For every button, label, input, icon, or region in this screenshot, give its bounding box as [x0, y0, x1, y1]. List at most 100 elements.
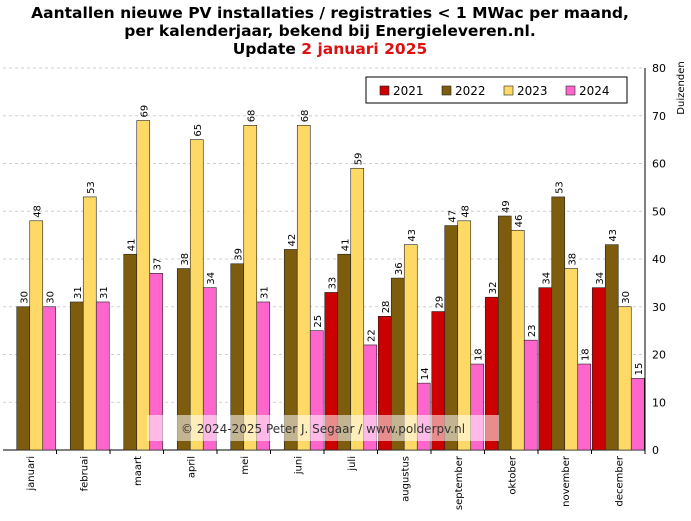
bar-2023 — [82, 196, 97, 451]
data-label: 48 — [460, 205, 471, 218]
bar-2024 — [202, 287, 217, 451]
data-label: 22 — [366, 329, 377, 342]
legend-label-2024: 2024 — [579, 84, 610, 98]
legend-label-2021: 2021 — [393, 84, 424, 98]
data-label: 30 — [621, 291, 632, 304]
data-label: 41 — [126, 238, 137, 251]
data-label: 41 — [340, 238, 351, 251]
y-tick-label: 50 — [652, 205, 666, 218]
bar-2024 — [630, 378, 645, 451]
data-label: 43 — [608, 229, 619, 242]
data-label: 68 — [246, 110, 257, 123]
bar-2023 — [136, 120, 151, 451]
x-tick-label: augustus — [400, 456, 411, 502]
bar-2022 — [551, 196, 566, 451]
data-label: 36 — [394, 262, 405, 275]
y-tick-label: 30 — [652, 301, 666, 314]
y-tick-label: 80 — [652, 62, 666, 75]
y-axis-label: Duizenden — [676, 61, 687, 114]
x-tick-label: juni — [293, 456, 304, 475]
data-label: 39 — [233, 248, 244, 261]
bar-2022 — [16, 306, 31, 451]
legend-swatch-2021 — [379, 85, 390, 96]
x-tick-label: mei — [240, 456, 251, 475]
chart-title-line-3: Update 2 januari 2025 — [0, 40, 660, 59]
x-tick-label: maart — [133, 456, 144, 486]
data-label: 34 — [206, 272, 217, 285]
legend-box — [365, 76, 628, 104]
data-label: 31 — [99, 286, 110, 299]
data-label: 29 — [434, 296, 445, 309]
y-tick-label: 0 — [652, 444, 659, 457]
bar-2023 — [457, 220, 472, 451]
bar-2023 — [243, 125, 258, 451]
x-tick-label: december — [614, 455, 625, 506]
data-label: 28 — [381, 301, 392, 314]
bar-2022 — [497, 215, 512, 451]
x-tick-label: september — [454, 455, 465, 510]
bar-2023 — [617, 306, 632, 451]
data-label: 42 — [287, 234, 298, 247]
y-tick-label: 70 — [652, 110, 666, 123]
bar-2024 — [42, 306, 57, 451]
data-label: 43 — [407, 229, 418, 242]
data-label: 34 — [541, 272, 552, 285]
legend-label-2023: 2023 — [517, 84, 548, 98]
update-date: 2 januari 2025 — [301, 40, 428, 58]
chart-title-line-2: per kalenderjaar, bekend bij Energieleve… — [124, 22, 536, 40]
data-label: 32 — [488, 281, 499, 294]
bar-2024 — [256, 301, 271, 451]
bar-2021 — [591, 287, 606, 451]
data-label: 68 — [300, 110, 311, 123]
bar-2023 — [403, 244, 418, 451]
data-label: 37 — [152, 258, 163, 271]
legend-swatch-2023 — [503, 85, 514, 96]
bar-2023 — [510, 230, 525, 451]
bar-2024 — [149, 273, 164, 451]
bar-2023 — [296, 125, 311, 451]
bar-2022 — [604, 244, 619, 451]
y-tick-label: 40 — [652, 253, 666, 266]
data-label: 65 — [193, 124, 204, 137]
data-label: 46 — [514, 215, 525, 228]
bar-2023 — [29, 220, 44, 451]
bar-2024 — [577, 363, 592, 451]
data-label: 18 — [473, 348, 484, 361]
data-label: 33 — [327, 277, 338, 290]
legend-swatch-2022 — [441, 85, 452, 96]
data-label: 49 — [501, 200, 512, 213]
bar-2021 — [538, 287, 553, 451]
data-label: 31 — [259, 286, 270, 299]
data-label: 53 — [86, 181, 97, 194]
bar-2023 — [189, 139, 204, 451]
x-tick-label: juli — [347, 456, 358, 472]
x-tick-label: november — [561, 455, 572, 507]
bar-2024 — [523, 339, 538, 451]
data-label: 47 — [447, 210, 458, 223]
data-label: 38 — [180, 253, 191, 266]
y-tick-label: 20 — [652, 349, 666, 362]
x-tick-label: februai — [79, 456, 90, 491]
watermark-text: © 2024-2025 Peter J. Segaar / www.polder… — [181, 422, 465, 436]
bar-2023 — [350, 167, 365, 451]
legend-label-2022: 2022 — [455, 84, 486, 98]
data-label: 14 — [420, 367, 431, 380]
data-label: 31 — [73, 286, 84, 299]
bar-2022 — [123, 253, 138, 451]
data-label: 18 — [580, 348, 591, 361]
data-label: 59 — [353, 153, 364, 166]
data-label: 34 — [595, 272, 606, 285]
data-label: 15 — [634, 363, 645, 376]
watermark-background — [147, 415, 499, 441]
data-label: 69 — [139, 105, 150, 118]
data-label: 25 — [313, 315, 324, 328]
bar-2024 — [95, 301, 110, 451]
data-label: 48 — [32, 205, 43, 218]
update-prefix: Update — [232, 40, 296, 58]
data-label: 23 — [527, 324, 538, 337]
y-tick-label: 60 — [652, 158, 666, 171]
x-tick-label: april — [186, 456, 197, 478]
chart-title-line-1: Aantallen nieuwe PV installaties / regis… — [31, 4, 629, 22]
data-label: 30 — [45, 291, 56, 304]
